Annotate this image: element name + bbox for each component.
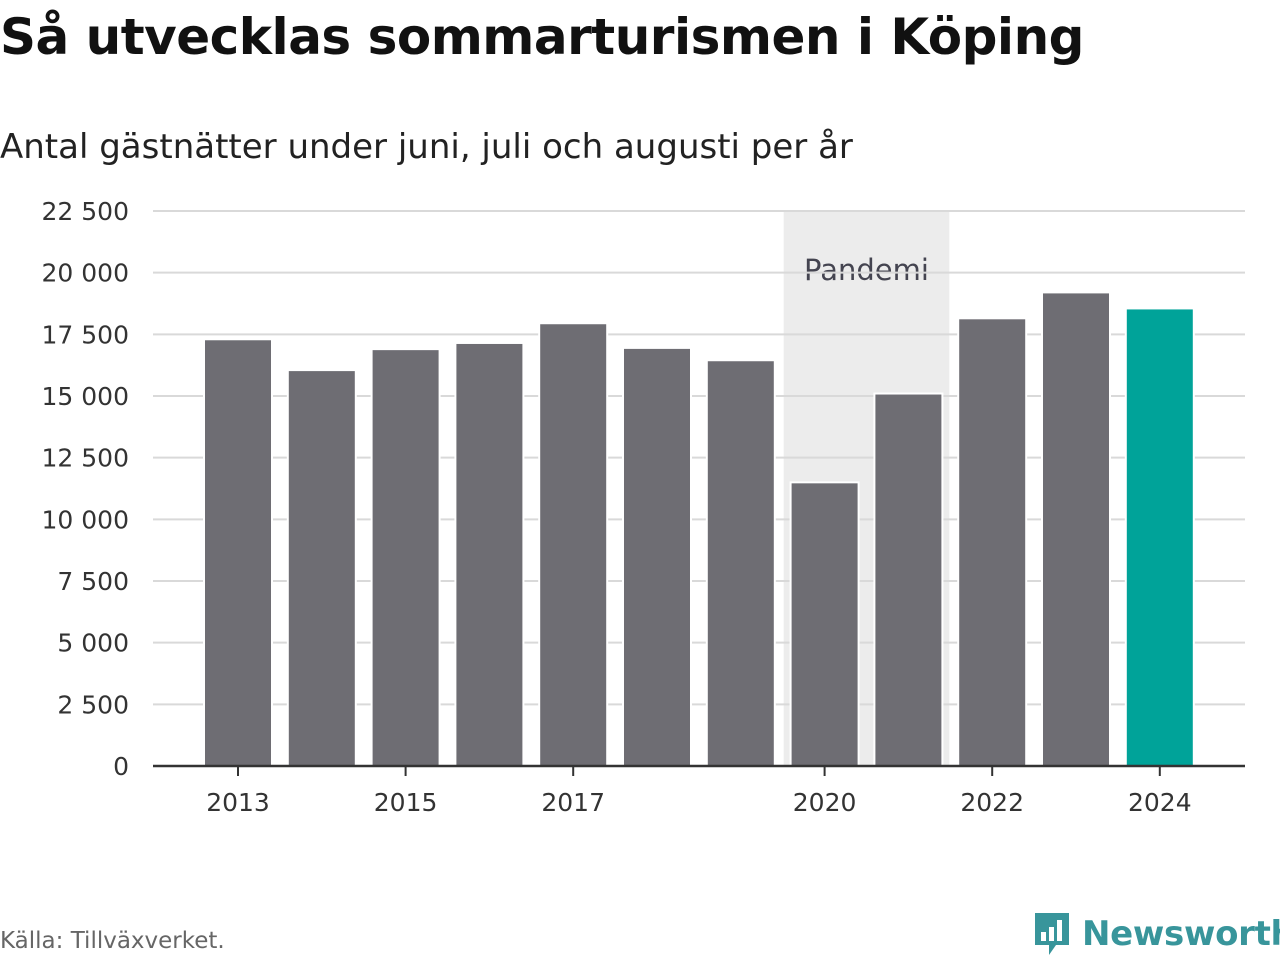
- logo-text: Newsworthy: [1082, 914, 1280, 954]
- x-tick-label: 2024: [1128, 788, 1192, 817]
- newsworthy-chart-icon: [1035, 913, 1069, 955]
- bar-2023: [1041, 291, 1111, 767]
- bar-2020: [789, 481, 860, 767]
- x-tick-label: 2020: [793, 788, 857, 817]
- y-tick-label: 22 500: [42, 197, 129, 226]
- y-tick-label: 15 000: [42, 382, 129, 411]
- y-tick-label: 12 500: [42, 444, 129, 473]
- y-tick-label: 17 500: [42, 320, 129, 349]
- bars: [203, 291, 1195, 767]
- y-tick-label: 20 000: [42, 259, 129, 288]
- newsworthy-logo: Newsworthy: [1032, 910, 1280, 958]
- y-tick-label: 0: [113, 752, 129, 781]
- chart-title: Så utvecklas sommarturismen i Köping: [0, 8, 1084, 66]
- bar-chart: Pandemi 0 2 500 5 000 7 500 10 000 12 500 15 0…: [42, 197, 1245, 817]
- axes: 0 2 500 5 000 7 500 10 000 12 500 15 000 17 500…: [42, 197, 1245, 817]
- pandemic-label: Pandemi: [804, 253, 929, 287]
- y-tick-label: 2 500: [57, 690, 129, 719]
- bar-2022: [957, 317, 1028, 767]
- bar-2018: [622, 346, 692, 767]
- x-tick-label: 2017: [541, 788, 605, 817]
- y-tick-label: 5 000: [57, 629, 129, 658]
- y-tick-label: 10 000: [42, 505, 129, 534]
- bar-2013: [203, 338, 273, 767]
- x-tick-label: 2015: [374, 788, 438, 817]
- bar-2019: [705, 359, 776, 767]
- bar-2016: [454, 341, 525, 767]
- bar-2024: [1124, 307, 1195, 767]
- x-tick-label: 2013: [206, 788, 270, 817]
- bar-2015: [370, 348, 441, 767]
- bar-2021: [873, 392, 944, 767]
- x-tick-label: 2022: [960, 788, 1024, 817]
- chart-subtitle: Antal gästnätter under juni, juli och au…: [0, 127, 853, 167]
- y-tick-label: 7 500: [57, 567, 129, 596]
- bar-2014: [286, 369, 357, 767]
- bar-2017: [538, 322, 609, 767]
- source-note: Källa: Tillväxverket.: [0, 928, 225, 954]
